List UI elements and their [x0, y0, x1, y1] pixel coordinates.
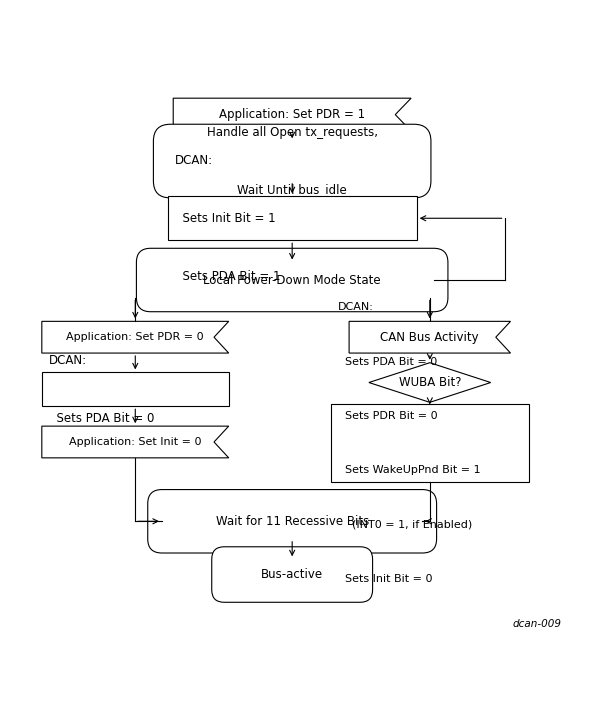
Polygon shape [173, 98, 411, 131]
Text: Sets PDR Bit = 0: Sets PDR Bit = 0 [338, 411, 438, 421]
Text: Sets Init Bit = 1: Sets Init Bit = 1 [175, 212, 276, 225]
Text: CAN Bus Activity: CAN Bus Activity [381, 331, 479, 344]
FancyBboxPatch shape [136, 248, 448, 312]
Polygon shape [369, 362, 491, 403]
FancyBboxPatch shape [212, 547, 373, 602]
Text: Application: Set Init = 0: Application: Set Init = 0 [69, 437, 202, 447]
Polygon shape [349, 321, 510, 353]
Text: DCAN:: DCAN: [175, 154, 213, 167]
Bar [42, 372, 229, 406]
Text: DCAN:: DCAN: [49, 354, 87, 367]
Polygon shape [42, 321, 229, 353]
Text: Application: Set PDR = 0: Application: Set PDR = 0 [67, 332, 204, 342]
Text: Sets Init Bit = 0: Sets Init Bit = 0 [338, 574, 432, 584]
Text: Handle all Open tx_requests,: Handle all Open tx_requests, [206, 125, 378, 139]
Text: WUBA Bit?: WUBA Bit? [399, 376, 461, 389]
Text: Application: Set PDR = 1: Application: Set PDR = 1 [219, 108, 365, 121]
Text: Wait Until bus_idle: Wait Until bus_idle [237, 183, 347, 197]
Text: Sets PDA Bit = 0: Sets PDA Bit = 0 [49, 412, 155, 424]
Polygon shape [42, 426, 229, 458]
Text: Sets WakeUpPnd Bit = 1: Sets WakeUpPnd Bit = 1 [338, 465, 481, 475]
Bar [330, 404, 529, 482]
Text: Local Power-Down Mode State: Local Power-Down Mode State [204, 274, 381, 286]
Bar [168, 196, 417, 240]
Text: Wait for 11 Recessive Bits: Wait for 11 Recessive Bits [215, 515, 369, 528]
Text: Bus-active: Bus-active [261, 568, 323, 581]
Text: DCAN:: DCAN: [338, 302, 374, 312]
Text: dcan-009: dcan-009 [512, 619, 561, 629]
Text: Sets PDA Bit = 0: Sets PDA Bit = 0 [338, 357, 437, 367]
FancyBboxPatch shape [153, 124, 431, 198]
Text: (INT0 = 1, if Enabled): (INT0 = 1, if Enabled) [338, 520, 473, 529]
Text: Sets PDA Bit = 1: Sets PDA Bit = 1 [175, 269, 280, 283]
FancyBboxPatch shape [148, 489, 437, 553]
